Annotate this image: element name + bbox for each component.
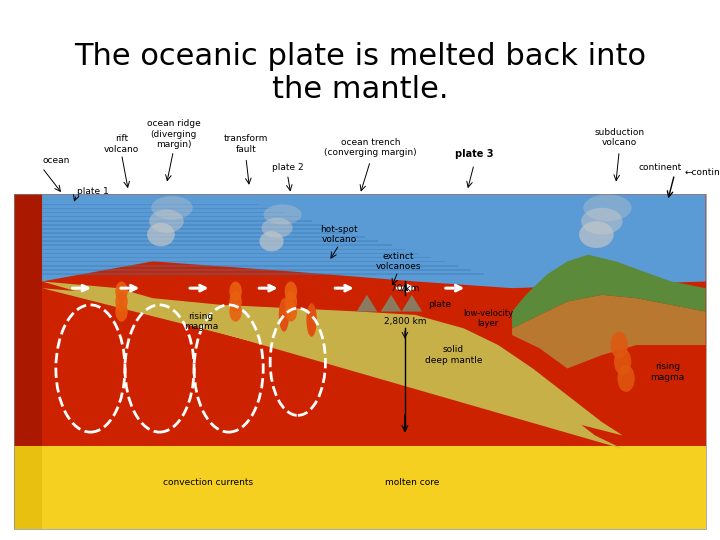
Text: plate 1: plate 1 xyxy=(76,186,108,195)
Text: solid
deep mantle: solid deep mantle xyxy=(425,346,482,365)
Text: 70 km: 70 km xyxy=(391,284,419,293)
Text: plate 2: plate 2 xyxy=(271,163,303,172)
Polygon shape xyxy=(14,446,42,529)
Text: plate: plate xyxy=(428,300,451,309)
Ellipse shape xyxy=(583,194,631,221)
Polygon shape xyxy=(42,194,706,288)
Polygon shape xyxy=(42,245,392,246)
Polygon shape xyxy=(42,224,325,226)
Ellipse shape xyxy=(284,301,297,322)
Ellipse shape xyxy=(115,301,127,322)
Polygon shape xyxy=(42,228,338,230)
Text: extinct
volcanoes: extinct volcanoes xyxy=(375,252,420,271)
Text: subduction
volcano: subduction volcano xyxy=(594,128,644,147)
Polygon shape xyxy=(42,237,365,238)
Ellipse shape xyxy=(581,208,623,234)
Ellipse shape xyxy=(115,292,127,312)
Polygon shape xyxy=(42,220,312,221)
Polygon shape xyxy=(14,446,706,529)
Polygon shape xyxy=(14,194,42,529)
Polygon shape xyxy=(42,269,471,271)
Text: 2,800 km: 2,800 km xyxy=(384,317,426,326)
Text: ocean ridge
(diverging
margin): ocean ridge (diverging margin) xyxy=(146,119,200,149)
Polygon shape xyxy=(512,255,706,328)
Text: plate 3: plate 3 xyxy=(455,149,493,159)
Ellipse shape xyxy=(261,218,292,238)
Ellipse shape xyxy=(147,223,175,246)
Polygon shape xyxy=(356,295,377,312)
Text: molten core: molten core xyxy=(384,478,439,487)
Ellipse shape xyxy=(230,301,242,322)
Text: rising
magma: rising magma xyxy=(184,312,218,332)
Ellipse shape xyxy=(151,196,193,220)
Text: The oceanic plate is melted back into: The oceanic plate is melted back into xyxy=(74,42,646,71)
Ellipse shape xyxy=(230,292,242,312)
Ellipse shape xyxy=(115,281,127,301)
Text: rising
magma: rising magma xyxy=(650,362,685,382)
Polygon shape xyxy=(42,265,458,267)
Text: ←continent: ←continent xyxy=(685,168,720,177)
Ellipse shape xyxy=(579,221,613,248)
Text: convection currents: convection currents xyxy=(163,478,253,487)
Polygon shape xyxy=(42,248,405,250)
Ellipse shape xyxy=(149,210,184,233)
Text: low-velocity
layer: low-velocity layer xyxy=(463,308,513,328)
Ellipse shape xyxy=(611,332,628,359)
Ellipse shape xyxy=(264,205,302,225)
Polygon shape xyxy=(42,240,378,242)
Text: rift
volcano: rift volcano xyxy=(104,134,139,154)
Polygon shape xyxy=(42,253,418,254)
Polygon shape xyxy=(42,212,285,213)
Text: ocean trench
(converging margin): ocean trench (converging margin) xyxy=(324,138,417,157)
Polygon shape xyxy=(381,295,402,312)
Polygon shape xyxy=(42,273,485,275)
Text: low-velocity layer: low-velocity layer xyxy=(3,301,12,369)
Ellipse shape xyxy=(279,298,289,332)
Ellipse shape xyxy=(284,281,297,301)
Polygon shape xyxy=(42,256,431,258)
Text: hot-spot
volcano: hot-spot volcano xyxy=(320,225,358,244)
Polygon shape xyxy=(42,216,299,218)
Polygon shape xyxy=(42,204,258,205)
Polygon shape xyxy=(402,295,422,312)
Text: transform
fault: transform fault xyxy=(224,134,268,154)
Polygon shape xyxy=(42,208,272,210)
Polygon shape xyxy=(14,194,706,446)
Ellipse shape xyxy=(614,348,631,375)
Polygon shape xyxy=(512,295,706,368)
Ellipse shape xyxy=(307,303,317,337)
Ellipse shape xyxy=(259,231,284,251)
Text: continent: continent xyxy=(638,163,681,172)
Text: the mantle.: the mantle. xyxy=(271,75,449,104)
Polygon shape xyxy=(42,232,351,234)
Text: ocean: ocean xyxy=(42,157,69,165)
Ellipse shape xyxy=(618,365,635,392)
Polygon shape xyxy=(42,261,445,262)
Ellipse shape xyxy=(230,281,242,301)
Ellipse shape xyxy=(284,292,297,312)
Polygon shape xyxy=(42,281,623,449)
